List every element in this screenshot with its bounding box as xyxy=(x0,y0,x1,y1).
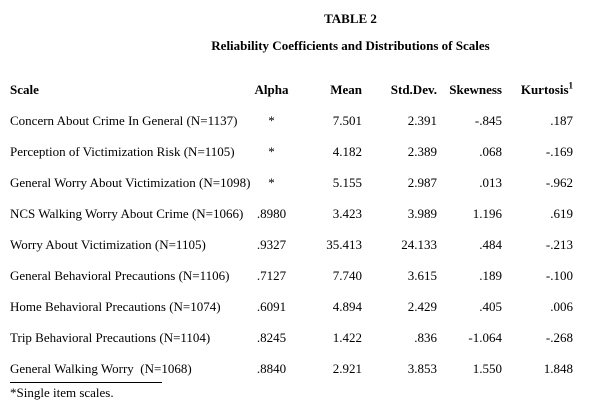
column-header-std-dev: Std.Dev. xyxy=(390,82,437,97)
column-header-mean: Mean xyxy=(330,82,362,97)
kurtosis-cell: -.962 xyxy=(545,175,573,190)
kurtosis-cell: .619 xyxy=(550,206,573,221)
mean-cell: 7.501 xyxy=(332,113,362,128)
scale-cell: General Worry About Victimization (N=109… xyxy=(10,175,251,190)
kurtosis-cell: -.213 xyxy=(545,237,573,252)
alpha-cell: * xyxy=(268,175,275,190)
kurtosis-label: Kurtosis xyxy=(520,82,569,97)
alpha-cell: * xyxy=(268,144,275,159)
skewness-cell: .013 xyxy=(479,175,502,190)
skewness-cell: -1.064 xyxy=(468,330,502,345)
std-dev-cell: 3.989 xyxy=(407,206,437,221)
column-header-skewness: Skewness xyxy=(449,82,502,97)
column-header-alpha: Alpha xyxy=(254,82,289,97)
alpha-cell: .9327 xyxy=(256,237,287,252)
skewness-cell: -.845 xyxy=(474,113,502,128)
alpha-cell: .8840 xyxy=(256,361,287,376)
column-header-kurtosis: Kurtosis1 xyxy=(502,70,573,101)
skewness-cell: 1.196 xyxy=(472,206,502,221)
footnote-single-item-scales: *Single item scales. xyxy=(10,385,114,400)
skewness-cell: 1.550 xyxy=(472,361,502,376)
scale-cell: Worry About Victimization (N=1105) xyxy=(10,237,206,252)
alpha-cell: .8980 xyxy=(256,206,287,221)
table-row: General Walking Worry (N=1068) .8840 2.9… xyxy=(10,349,573,380)
scale-cell: Concern About Crime In General (N=1137) xyxy=(10,113,238,128)
scale-cell: Trip Behavioral Precautions (N=1104) xyxy=(10,330,211,345)
std-dev-cell: 24.133 xyxy=(401,237,437,252)
kurtosis-cell: .006 xyxy=(550,299,573,314)
table-row: General Worry About Victimization (N=109… xyxy=(10,163,573,194)
mean-cell: 35.413 xyxy=(326,237,362,252)
kurtosis-cell: -.268 xyxy=(545,330,573,345)
table-row: NCS Walking Worry About Crime (N=1066) .… xyxy=(10,194,573,225)
mean-cell: 1.422 xyxy=(332,330,362,345)
alpha-cell: * xyxy=(268,113,275,128)
table-row: Trip Behavioral Precautions (N=1104) .82… xyxy=(10,318,573,349)
kurtosis-footnote-marker: 1 xyxy=(568,80,574,91)
std-dev-cell: 3.853 xyxy=(407,361,437,376)
mean-cell: 3.423 xyxy=(332,206,362,221)
alpha-cell: .6091 xyxy=(256,299,287,314)
mean-cell: 2.921 xyxy=(332,361,362,376)
table-row: Worry About Victimization (N=1105) .9327… xyxy=(10,225,573,256)
kurtosis-cell: .187 xyxy=(550,113,573,128)
std-dev-cell: 2.391 xyxy=(407,113,437,128)
mean-cell: 4.182 xyxy=(332,144,362,159)
footnote-divider xyxy=(10,382,162,383)
skewness-cell: .484 xyxy=(479,237,502,252)
mean-cell: 7.740 xyxy=(332,268,362,283)
scale-cell: Perception of Victimization Risk (N=1105… xyxy=(10,144,235,159)
table-row: Perception of Victimization Risk (N=1105… xyxy=(10,132,573,163)
kurtosis-cell: 1.848 xyxy=(543,361,573,376)
scale-cell: General Behavioral Precautions (N=1106) xyxy=(10,268,230,283)
column-header-scale: Scale xyxy=(10,82,39,97)
kurtosis-cell: -.100 xyxy=(545,268,573,283)
mean-cell: 5.155 xyxy=(332,175,362,190)
table-row: General Behavioral Precautions (N=1106) … xyxy=(10,256,573,287)
table-header-row: Scale Alpha Mean Std.Dev. Skewness Kurto… xyxy=(10,70,573,101)
std-dev-cell: 2.429 xyxy=(407,299,437,314)
std-dev-cell: 3.615 xyxy=(407,268,437,283)
scale-cell: NCS Walking Worry About Crime (N=1066) xyxy=(10,206,244,221)
skewness-cell: .189 xyxy=(479,268,502,283)
scale-cell: General Walking Worry (N=1068) xyxy=(10,361,192,376)
std-dev-cell: 2.987 xyxy=(407,175,437,190)
table-row: Home Behavioral Precautions (N=1074) .60… xyxy=(10,287,573,318)
std-dev-cell: 2.389 xyxy=(407,144,437,159)
kurtosis-cell: -.169 xyxy=(545,144,573,159)
table-row: Concern About Crime In General (N=1137) … xyxy=(10,101,573,132)
table-number-title: TABLE 2 xyxy=(324,11,377,26)
reliability-table: Scale Alpha Mean Std.Dev. Skewness Kurto… xyxy=(10,70,573,380)
mean-cell: 4.894 xyxy=(332,299,362,314)
skewness-cell: .405 xyxy=(479,299,502,314)
alpha-cell: .7127 xyxy=(256,268,287,283)
scale-cell: Home Behavioral Precautions (N=1074) xyxy=(10,299,221,314)
skewness-cell: .068 xyxy=(479,144,502,159)
std-dev-cell: .836 xyxy=(414,330,437,345)
alpha-cell: .8245 xyxy=(256,330,287,345)
table-subtitle: Reliability Coefficients and Distributio… xyxy=(211,38,490,53)
